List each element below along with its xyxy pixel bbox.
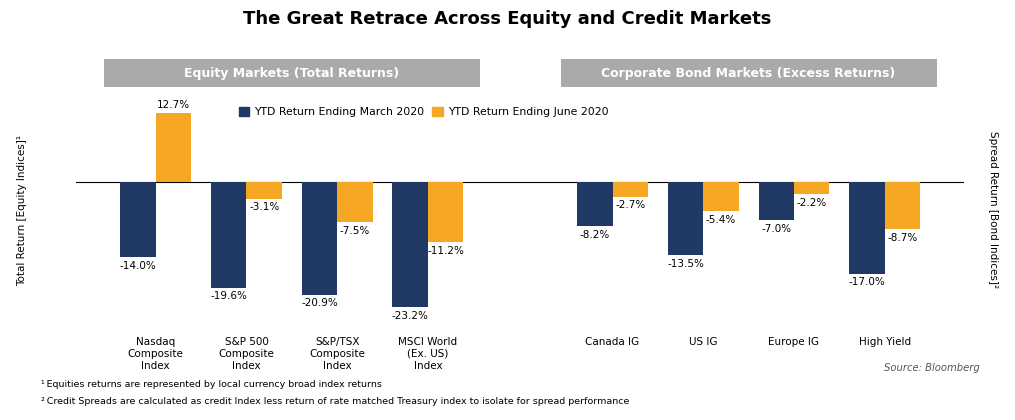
Text: Total Return [Equity Indices]¹: Total Return [Equity Indices]¹ [17,134,27,286]
Text: -7.5%: -7.5% [340,226,369,236]
Text: ² Credit Spreads are calculated as credit Index less return of rate matched Trea: ² Credit Spreads are calculated as credi… [41,397,629,406]
Text: Equity Markets (Total Returns): Equity Markets (Total Returns) [185,67,399,80]
Bar [121,182,155,257]
Bar [578,182,612,226]
Text: -2.2%: -2.2% [797,198,827,207]
Text: ¹ Equities returns are represented by local currency broad index returns: ¹ Equities returns are represented by lo… [41,380,382,389]
Bar [885,182,920,229]
Text: The Great Retrace Across Equity and Credit Markets: The Great Retrace Across Equity and Cred… [244,10,771,29]
Legend: YTD Return Ending March 2020, YTD Return Ending June 2020: YTD Return Ending March 2020, YTD Return… [234,103,613,122]
Bar [393,182,428,307]
Bar [301,182,337,295]
Text: -11.2%: -11.2% [427,246,464,256]
Text: -7.0%: -7.0% [761,223,792,234]
Text: -8.2%: -8.2% [580,230,610,240]
Bar [428,182,463,242]
Text: Source: Bloomberg: Source: Bloomberg [884,363,979,373]
Text: -3.1%: -3.1% [249,202,279,213]
Bar [758,182,794,220]
Bar [794,182,829,194]
FancyBboxPatch shape [560,60,937,87]
Bar [850,182,885,274]
Text: -5.4%: -5.4% [705,215,736,225]
Text: -8.7%: -8.7% [887,233,918,243]
FancyBboxPatch shape [104,60,480,87]
Bar [211,182,247,288]
Bar [612,182,648,197]
Text: -13.5%: -13.5% [667,259,704,268]
Text: 12.7%: 12.7% [157,100,190,110]
Text: -14.0%: -14.0% [120,261,156,271]
Text: -19.6%: -19.6% [210,291,248,302]
Bar [247,182,282,199]
Text: -17.0%: -17.0% [849,278,885,287]
Text: Spread Return [Bond Indices]²: Spread Return [Bond Indices]² [988,131,998,289]
Bar [703,182,739,211]
Text: Corporate Bond Markets (Excess Returns): Corporate Bond Markets (Excess Returns) [602,67,895,80]
Text: -20.9%: -20.9% [301,299,338,308]
Text: -2.7%: -2.7% [615,200,646,210]
Text: -23.2%: -23.2% [392,311,428,321]
Bar [337,182,373,223]
Bar [668,182,703,255]
Bar [155,113,191,182]
